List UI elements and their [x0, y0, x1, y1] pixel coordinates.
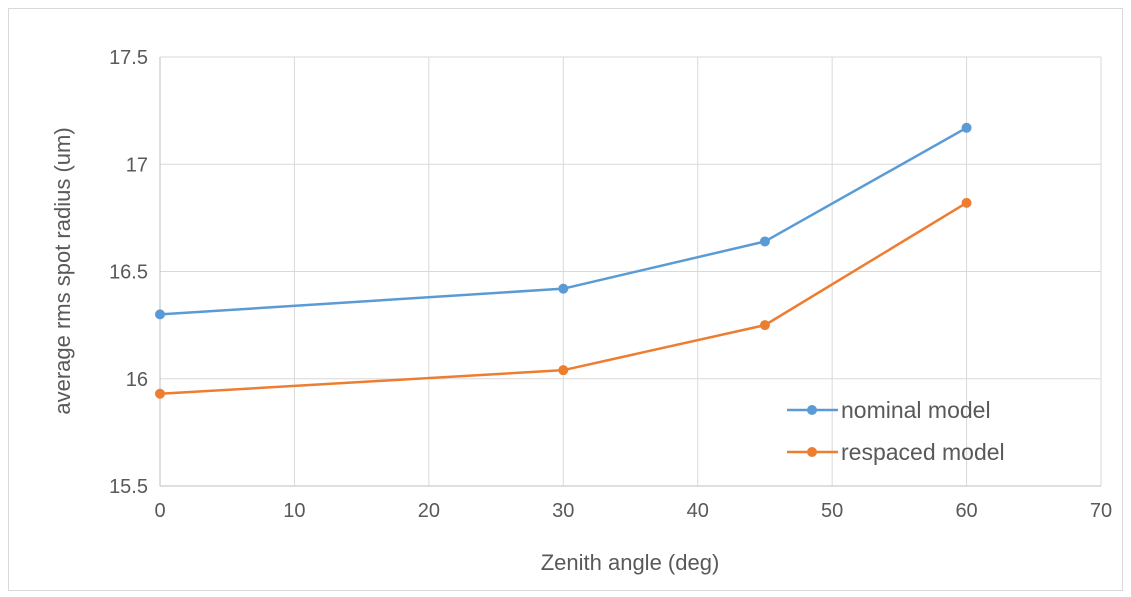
legend-marker	[807, 447, 817, 457]
x-tick-label: 60	[955, 500, 977, 522]
y-tick-label: 16.5	[109, 262, 148, 284]
data-point	[155, 388, 165, 399]
chart-area	[8, 8, 1123, 591]
data-point	[155, 309, 165, 320]
data-point	[961, 122, 972, 133]
data-point	[759, 320, 770, 331]
x-tick-label: 10	[283, 500, 305, 522]
series-respaced-model	[155, 197, 972, 399]
series-line	[159, 126, 968, 316]
legend-label: respaced model	[841, 439, 1005, 465]
data-point	[558, 283, 569, 294]
y-tick-label: 16	[126, 369, 148, 391]
gridlines	[160, 56, 1102, 486]
legend-marker	[807, 405, 817, 415]
y-tick-label: 17	[126, 154, 148, 176]
series-nominal-model	[155, 122, 972, 320]
y-tick-label: 17.5	[109, 47, 148, 69]
y-axis-title: average rms spot radius (um)	[50, 127, 75, 414]
axes: 0 10 20 30 40 50 60 70 15.5 16 16.5 17 17.5	[109, 47, 1112, 522]
data-point	[961, 197, 972, 208]
series	[155, 122, 972, 399]
x-tick-label: 50	[821, 500, 843, 522]
x-axis-title: Zenith angle (deg)	[541, 550, 720, 575]
data-point	[558, 365, 569, 376]
x-tick-label: 30	[552, 500, 574, 522]
data-point	[759, 236, 770, 247]
y-tick-label: 15.5	[109, 476, 148, 498]
x-tick-label: 40	[687, 500, 709, 522]
legend-label: nominal model	[841, 397, 991, 423]
legend: nominal model respaced model	[787, 397, 1005, 465]
x-tick-label: 20	[418, 500, 440, 522]
x-tick-label: 70	[1090, 500, 1112, 522]
series-line	[159, 201, 968, 396]
x-tick-label: 0	[154, 500, 165, 522]
